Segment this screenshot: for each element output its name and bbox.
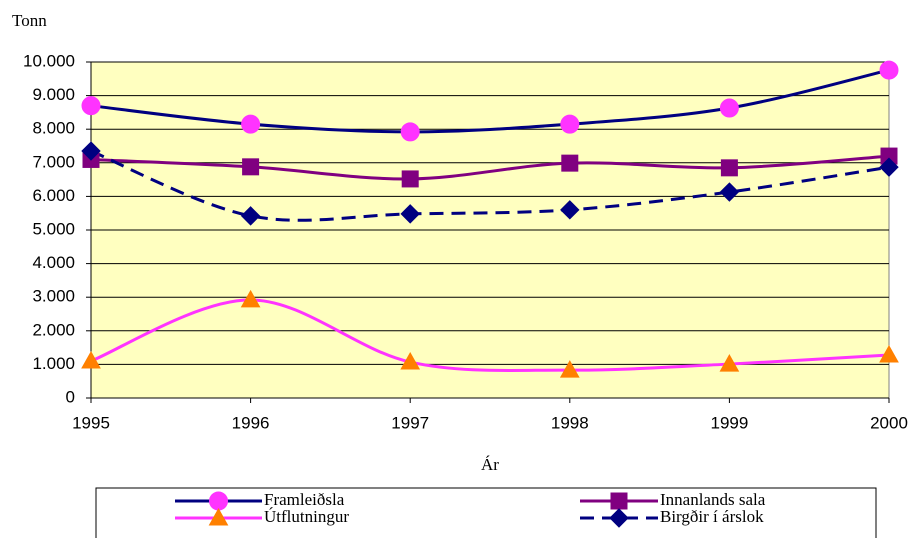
marker [879,157,899,177]
x-tick-label: 2000 [870,413,908,432]
series-line [90,298,890,373]
marker [242,158,260,176]
marker [81,96,101,116]
x-tick-label: 1996 [232,413,270,432]
marker [719,182,740,202]
series-line [90,154,890,181]
marker [560,114,580,134]
legend-label: Framleiðsla [264,490,345,509]
y-tick-label: 3.000 [32,287,75,306]
y-axis-label: Tonn [12,11,47,30]
legend-label: Birgðir í árslok [660,507,764,526]
marker [209,491,228,511]
x-tick-label: 1998 [551,413,589,432]
marker [401,170,419,188]
y-tick-label: 4.000 [32,253,75,272]
marker [400,352,421,370]
marker [610,492,628,510]
marker [240,206,261,226]
y-tick-label: 0 [66,387,75,406]
marker [208,507,229,526]
y-tick-label: 8.000 [32,119,75,138]
marker [559,360,580,378]
marker [719,354,740,372]
marker [81,141,101,161]
x-axis-label: Ár [481,455,499,474]
marker [400,204,420,224]
marker [560,200,580,220]
marker [400,122,420,142]
series-line [90,68,890,134]
series-line [90,149,890,222]
marker [879,344,899,363]
marker [609,508,629,528]
marker [561,154,579,172]
y-tick-label: 10.000 [23,51,75,70]
y-tick-label: 2.000 [32,320,75,339]
legend-label: Innanlands sala [660,490,766,509]
y-tick-label: 6.000 [32,186,75,205]
marker [241,114,261,134]
x-tick-label: 1997 [391,413,429,432]
marker [720,159,738,177]
marker [879,60,899,80]
x-tick-label: 1995 [72,413,110,432]
marker [240,289,261,308]
y-tick-label: 5.000 [32,219,75,238]
marker [81,351,101,369]
x-tick-label: 1999 [710,413,748,432]
y-tick-label: 1.000 [32,354,75,373]
y-tick-label: 9.000 [32,85,75,104]
marker [719,98,739,118]
y-tick-label: 7.000 [32,152,75,171]
legend-label: Útflutningur [264,507,349,526]
